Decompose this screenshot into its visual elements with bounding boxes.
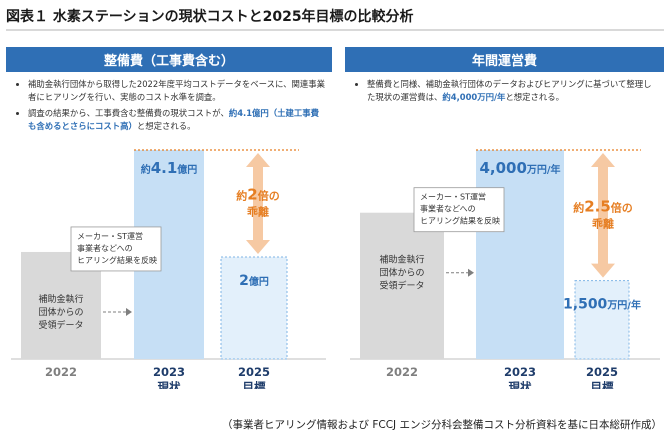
gap-arrow xyxy=(246,153,270,255)
bullet-list: 整備費と同様、補助金執行団体のデータおよびヒアリングに基づいて整理した現状の運営… xyxy=(345,78,664,104)
bar-2023 xyxy=(476,150,564,359)
panel-operating-cost: 年間運営費 整備費と同様、補助金執行団体のデータおよびヒアリングに基づいて整理し… xyxy=(345,47,664,389)
bar-2022-inner-label: 受領データ xyxy=(38,319,83,331)
bullet-text: 補助金執行団体から取得した2022年度平均コストデータをベースに、関連事業者にヒ… xyxy=(28,79,326,102)
bar-2025 xyxy=(574,280,630,360)
panel-header: 整備費（工事費含む） xyxy=(6,47,332,72)
gap-label-line1: 約2.5倍の xyxy=(573,197,633,215)
callout-text: 事業者などへの xyxy=(77,243,133,253)
x-tick-label: 2023 xyxy=(153,365,185,379)
x-tick-label: 現状 xyxy=(509,380,532,389)
x-tick-label: 目標 xyxy=(591,380,614,389)
bar-2022-inner-label: 団体からの xyxy=(38,306,83,318)
source-footnote: （事業者ヒアリング情報および FCCJ エンジ分科会整備コスト分析資料を基に日本… xyxy=(222,419,662,431)
x-tick-label: 2022 xyxy=(386,365,418,379)
bullet-item: 補助金執行団体から取得した2022年度平均コストデータをベースに、関連事業者にヒ… xyxy=(28,78,326,104)
panel-construction-cost: 整備費（工事費含む） 補助金執行団体から取得した2022年度平均コストデータをベ… xyxy=(6,47,332,389)
bullet-item: 調査の結果から、工事費含む整備費の現状コストが、約4.1億円（土建工事費も含める… xyxy=(28,107,326,133)
x-tick-label: 目標 xyxy=(243,380,266,389)
callout-box xyxy=(413,187,505,233)
value-label-target: 1,500万円/年 xyxy=(563,297,641,313)
page-title: 図表１ 水素ステーションの現状コストと2025年目標の比較分析 xyxy=(6,3,664,31)
callout-text: ヒアリング結果を反映 xyxy=(420,216,500,226)
gap-label-line2: 乖離 xyxy=(247,205,269,219)
x-tick-label: 2023 xyxy=(504,365,536,379)
bullet-item: 整備費と同様、補助金執行団体のデータおよびヒアリングに基づいて整理した現状の運営… xyxy=(367,78,658,104)
value-label-current: 4,000万円/年 xyxy=(479,159,560,177)
x-tick-label: 2025 xyxy=(586,365,618,379)
x-tick-label: 現状 xyxy=(158,380,181,389)
bullet-text: と想定される。 xyxy=(505,92,565,102)
callout-text: 事業者などへの xyxy=(420,204,476,214)
bar-2022-inner-label: 受領データ xyxy=(379,280,424,292)
bullet-highlight: 約4.1億円（土建工事費も含めるとさらにコスト高） xyxy=(28,108,320,131)
bullet-text: と想定される。 xyxy=(136,121,196,131)
value-label-target: 2億円 xyxy=(239,273,269,289)
value-label-current: 約4.1億円 xyxy=(141,159,198,177)
bar-2022-inner-label: 補助金執行 xyxy=(38,293,83,305)
callout-text: メーカー・ST運営 xyxy=(77,231,143,241)
gap-label-line1: 約2倍の xyxy=(236,186,279,204)
bar-2022-inner-label: 団体からの xyxy=(379,267,424,279)
bullet-text: 整備費と同様、補助金執行団体のデータおよびヒアリングに基づいて整理した現状の運営… xyxy=(367,79,652,102)
x-tick-label: 2025 xyxy=(238,365,270,379)
gap-arrow xyxy=(591,153,615,278)
panel-header: 年間運営費 xyxy=(345,47,664,72)
bullet-list: 補助金執行団体から取得した2022年度平均コストデータをベースに、関連事業者にヒ… xyxy=(6,78,332,133)
callout-text: メーカー・ST運営 xyxy=(420,192,486,202)
bar-2022-inner-label: 補助金執行 xyxy=(379,254,424,266)
x-tick-label: 2022 xyxy=(45,365,77,379)
bar-2025 xyxy=(220,256,288,360)
gap-label-line2: 乖離 xyxy=(592,216,614,230)
callout-box xyxy=(70,226,162,272)
bar-2022 xyxy=(360,212,444,359)
callout-arrow-head xyxy=(468,268,474,277)
bullet-text: 調査の結果から、工事費含む整備費の現状コストが、 xyxy=(28,108,229,118)
callout-text: ヒアリング結果を反映 xyxy=(77,255,157,265)
callout-arrow-head xyxy=(126,307,132,316)
bullet-highlight: 約4,000万円/年 xyxy=(442,92,506,102)
